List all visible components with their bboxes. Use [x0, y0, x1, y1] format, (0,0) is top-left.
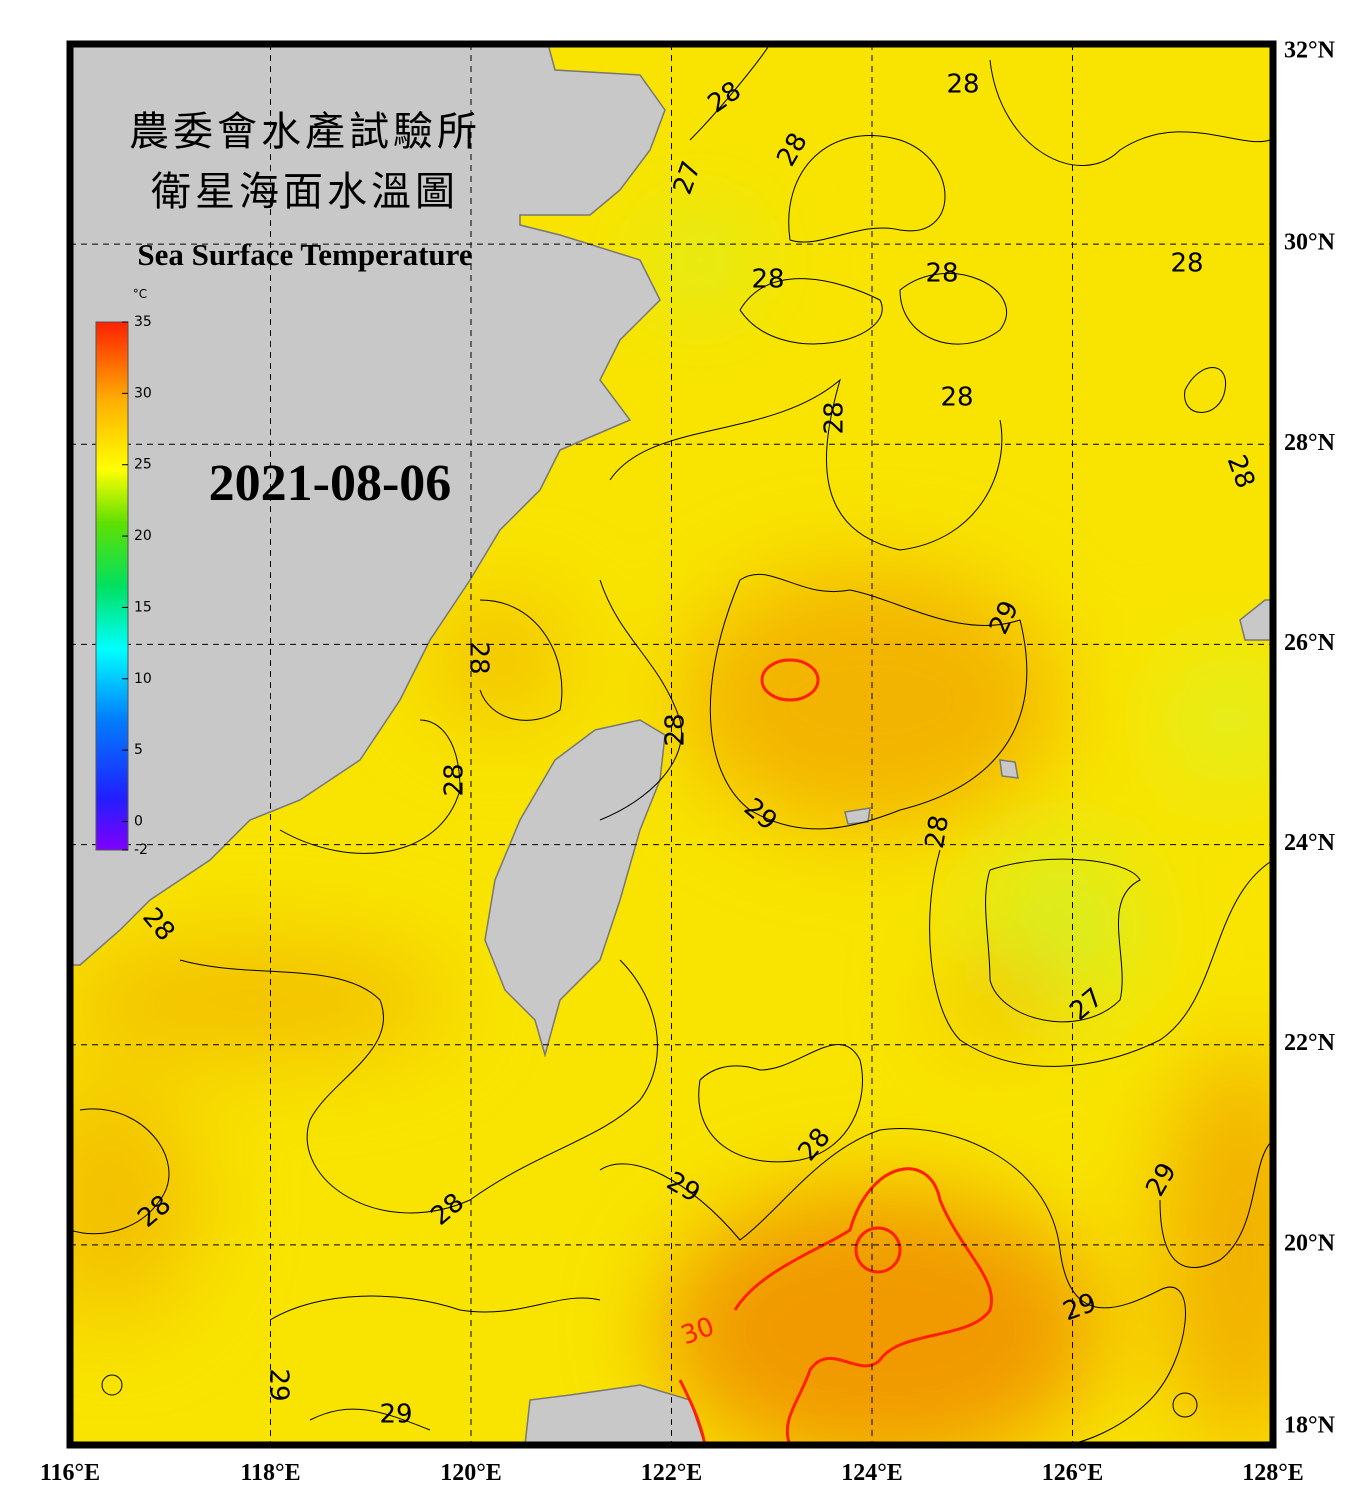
colorbar-tick-label: 30	[134, 385, 152, 401]
colorbar-tick-label: -2	[134, 842, 148, 858]
colorbar-tick-label: 15	[134, 599, 152, 615]
land	[70, 44, 1273, 1445]
lon-label: 126°E	[1042, 1460, 1104, 1486]
lon-label: 120°E	[440, 1460, 502, 1486]
contour-label: 28	[920, 813, 955, 851]
lat-label: 26°N	[1284, 630, 1336, 656]
lat-label: 20°N	[1284, 1230, 1336, 1256]
lat-label: 22°N	[1284, 1030, 1336, 1056]
contour-label: 28	[940, 383, 973, 413]
contour-label: 28	[751, 265, 784, 295]
colorbar-ramp	[95, 321, 129, 851]
contour-label: 28	[925, 259, 958, 289]
date: 2021-08-06	[209, 455, 452, 512]
title-line: 農委會水產試驗所	[129, 109, 481, 155]
colorbar-tick-label: 20	[134, 528, 152, 544]
lat-label: 30°N	[1284, 230, 1336, 256]
colorbar-tick-label: 25	[134, 457, 152, 473]
lat-label: 18°N	[1284, 1413, 1336, 1439]
contours	[70, 44, 1273, 1445]
colorbar-tick-label: 10	[134, 671, 152, 687]
map-frame	[66, 40, 1277, 1449]
lat-label: 32°N	[1284, 38, 1336, 64]
contour-label: 28	[661, 713, 691, 746]
sst-field	[70, 210, 1273, 1445]
axis-labels: 116°E 118°E 120°E 122°E 124°E 126°E 128°E 32°N 3…	[40, 38, 1336, 1487]
contour-label: 28	[1170, 249, 1203, 279]
contour-label: 28	[820, 401, 850, 434]
lon-label: 122°E	[641, 1460, 703, 1486]
graticule	[70, 44, 1273, 1445]
contour-label: 28	[464, 641, 494, 674]
lat-label: 28°N	[1284, 430, 1336, 456]
colorbar-tick-label: 35	[134, 314, 152, 330]
contour-label: 29	[379, 1400, 412, 1430]
colorbar-tick-label: 5	[134, 742, 143, 758]
contour-30	[678, 658, 993, 1445]
lon-label: 128°E	[1242, 1460, 1304, 1486]
colorbar-tick-label: 0	[134, 813, 143, 829]
title-line: 衛星海面水溫圖	[151, 169, 459, 215]
lon-label: 118°E	[240, 1460, 300, 1486]
colorbar: °C 35 30 25 20 15 10 5 0 -2	[95, 287, 152, 858]
contour-label: 28	[946, 70, 979, 100]
lat-label: 24°N	[1284, 830, 1336, 856]
contour-label: 28	[440, 763, 470, 796]
lon-label: 116°E	[40, 1460, 100, 1486]
contour-label: 29	[264, 1368, 294, 1401]
colorbar-unit: °C	[133, 287, 147, 301]
subtitle: Sea Surface Temperature	[137, 237, 472, 272]
lon-label: 124°E	[841, 1460, 903, 1486]
title-block: 農委會水產試驗所 衛星海面水溫圖 Sea Surface Temperature…	[129, 109, 481, 512]
